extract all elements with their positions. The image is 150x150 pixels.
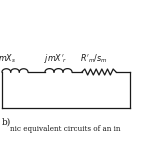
Text: b): b) xyxy=(2,118,11,127)
Text: $mX_s$: $mX_s$ xyxy=(0,52,16,65)
Text: $jm X'_r$: $jm X'_r$ xyxy=(44,52,68,65)
Text: $R'_m/s_m$: $R'_m/s_m$ xyxy=(80,52,108,65)
Text: nic equivalent circuits of an in: nic equivalent circuits of an in xyxy=(10,125,120,133)
